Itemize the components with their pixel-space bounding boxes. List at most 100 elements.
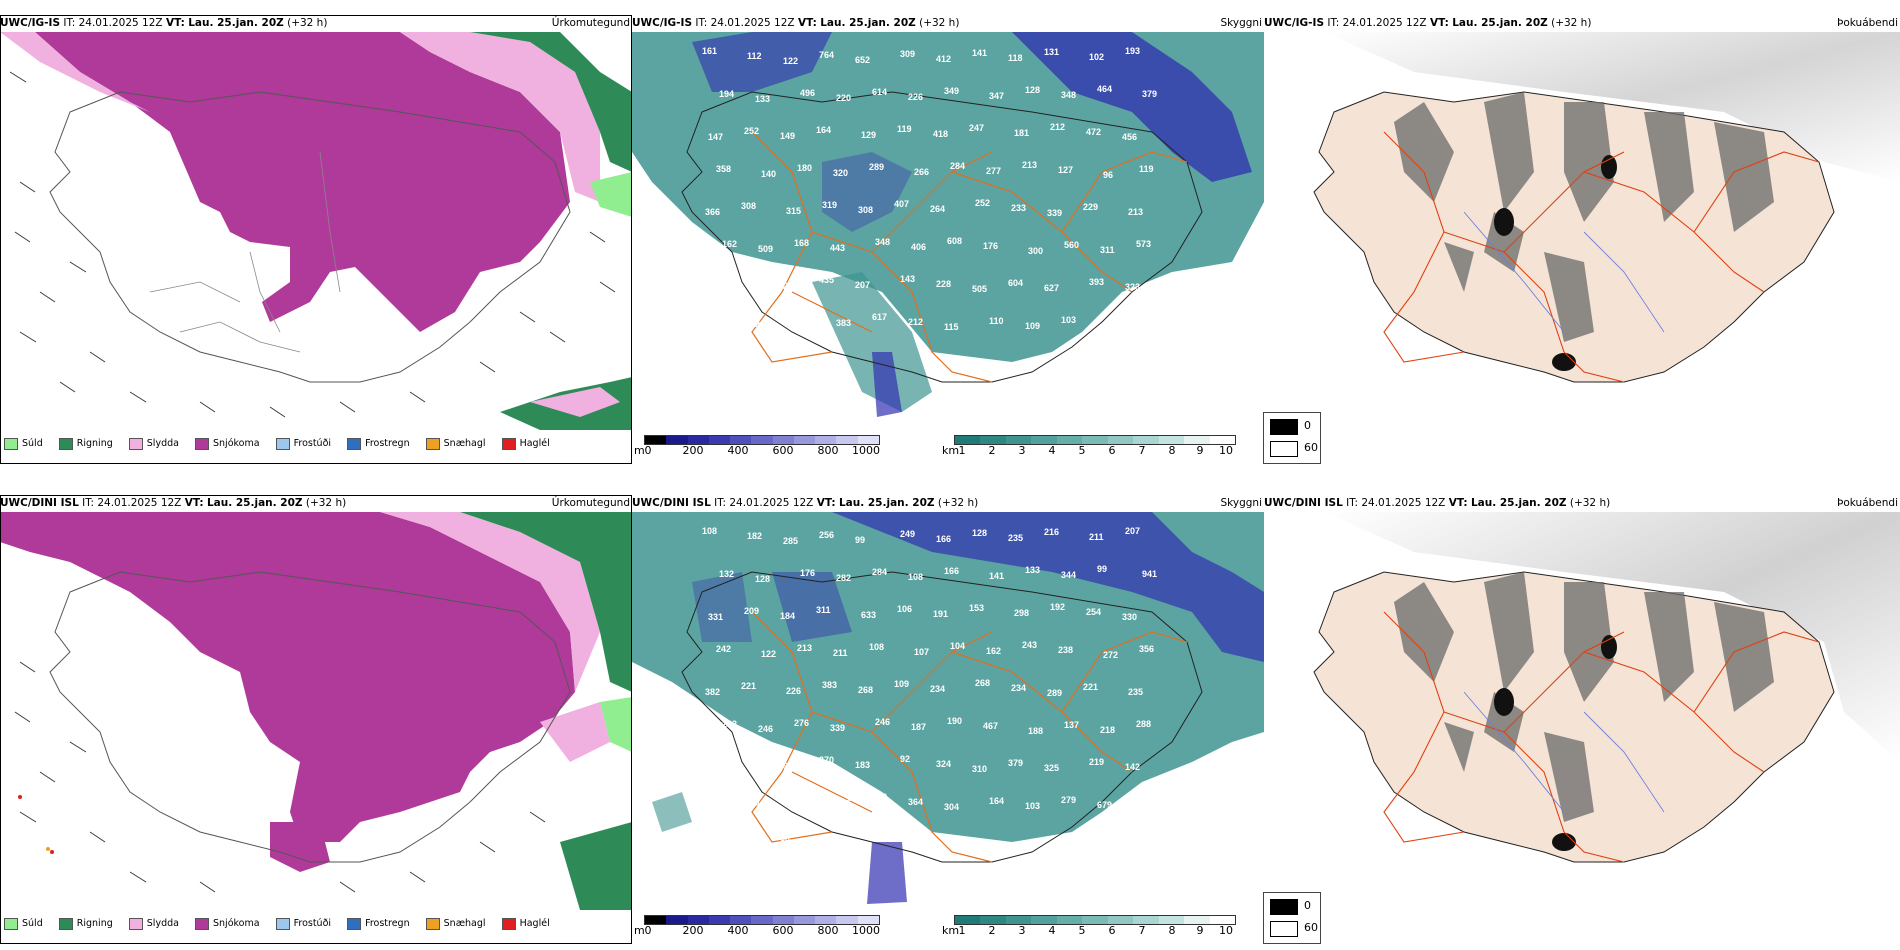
- colorbar-m-tick: 0: [644, 444, 652, 457]
- colorbar-km-segment: [1082, 916, 1108, 924]
- colorbar-km-segment: [1005, 916, 1032, 924]
- visibility-value-label: 412: [936, 54, 951, 64]
- visibility-value-label: 330: [1122, 612, 1137, 622]
- colorbar-km-unit: km: [942, 444, 960, 457]
- visibility-value-label: 176: [983, 241, 998, 251]
- forecast-offset: (+32 h): [937, 497, 979, 509]
- visibility-value-label: 266: [914, 167, 929, 177]
- fog-legend-label: 0: [1304, 419, 1311, 432]
- visibility-map[interactable]: 108 182 285 256 99 249 166 128 235 216 211 207 132 12…: [632, 512, 1264, 910]
- forecast-offset: (+32 h): [919, 17, 960, 29]
- legend-item-snjokoma: Snjókoma: [195, 915, 260, 933]
- visibility-value-label: 614: [872, 87, 887, 97]
- visibility-value-label: 382: [705, 687, 720, 697]
- fog-panel-row2: UWC/DINI ISL IT: 24.01.2025 12Z VT: Lau.…: [1264, 495, 1900, 944]
- colorbar-km-tick: 1: [958, 444, 966, 457]
- colorbar-m-strip: [644, 435, 880, 445]
- legend-label: Frostregn: [365, 918, 410, 929]
- visibility-value-label: 187: [911, 722, 926, 732]
- visibility-map[interactable]: 161 112 122 764 652 309 412 141 118 131 102 193 194 1…: [632, 32, 1264, 430]
- legend-label: Slydda: [146, 438, 179, 449]
- forecast-offset: (+32 h): [1569, 497, 1611, 509]
- panel-type-title: Úrkomutegund: [551, 497, 630, 509]
- visibility-value-label: 364: [908, 797, 923, 807]
- visibility-value-label: 119: [897, 124, 912, 134]
- visibility-value-label: 276: [794, 718, 809, 728]
- legend-swatch: [58, 917, 73, 930]
- visibility-value-label: 627: [1044, 283, 1059, 293]
- visibility-value-label: 284: [872, 567, 887, 577]
- valid-time-label: VT:: [1448, 497, 1468, 509]
- visibility-value-label: 268: [975, 678, 990, 688]
- visibility-value-label: 298: [1014, 608, 1029, 618]
- init-time: IT: 24.01.2025 12Z: [63, 17, 163, 29]
- colorbar-m-tick: 400: [727, 924, 749, 937]
- legend-swatch: [347, 917, 362, 930]
- visibility-value-label: 393: [1089, 277, 1104, 287]
- visibility-value-label: 383: [836, 318, 851, 328]
- colorbar-m-strip: [644, 915, 880, 925]
- precip-map[interactable]: [0, 32, 632, 430]
- visibility-value-label: 238: [1058, 645, 1073, 655]
- fog-map[interactable]: [1264, 32, 1900, 430]
- visibility-value-label: 633: [861, 610, 876, 620]
- model-name: UWC/DINI ISL: [1264, 497, 1343, 509]
- visibility-value-label: 164: [989, 796, 1004, 806]
- colorbar-km-segment: [1056, 436, 1083, 444]
- colorbar-m-tick: 800: [817, 924, 839, 937]
- visibility-value-label: 212: [1050, 122, 1065, 132]
- visibility-value-label: 122: [708, 837, 723, 847]
- colorbar-m-segment: [687, 916, 709, 924]
- fog-legend-label: 60: [1304, 921, 1318, 934]
- visibility-value-label: 211: [833, 648, 848, 658]
- colorbar-km-segment: [1209, 916, 1235, 924]
- visibility-value-label: 190: [947, 716, 962, 726]
- visibility-value-label: 147: [708, 132, 723, 142]
- legend-item-frostregn: Frostregn: [347, 435, 410, 453]
- visibility-value-label: 258: [702, 282, 717, 292]
- visibility-value-label: 128: [755, 574, 770, 584]
- init-time: IT: 24.01.2025 12Z: [695, 17, 795, 29]
- visibility-value-label: 161: [702, 46, 717, 56]
- visibility-value-label: 379: [1008, 758, 1023, 768]
- fog-legend-swatch: [1270, 419, 1298, 435]
- visibility-value-label: 153: [969, 603, 984, 613]
- valid-time-label: VT:: [1429, 17, 1449, 29]
- precip-map[interactable]: [0, 512, 632, 910]
- legend-item-frostregn: Frostregn: [347, 915, 410, 933]
- colorbar-km-tick: 7: [1138, 444, 1146, 457]
- colorbar-m-segment: [751, 436, 773, 444]
- colorbar-m-segment: [708, 916, 731, 924]
- visibility-value-label: 467: [983, 721, 998, 731]
- visibility-value-label: 110: [989, 316, 1004, 326]
- panel-type-title: Þokuábendi: [1837, 497, 1898, 509]
- fog-map[interactable]: [1264, 512, 1900, 910]
- legend-swatch: [425, 437, 440, 450]
- panel-type-title: Skyggni: [1220, 497, 1263, 509]
- panel-type-title: Úrkomutegund: [551, 17, 630, 29]
- visibility-value-label: 243: [1022, 640, 1037, 650]
- fog-legend-swatch: [1270, 921, 1298, 937]
- panel-title: UWC/IG-IS IT: 24.01.2025 12Z VT: Lau. 25…: [632, 15, 1264, 32]
- visibility-value-label: 764: [819, 50, 834, 60]
- fog-map-graphic: [1264, 512, 1900, 910]
- visibility-value-label: 109: [1025, 321, 1040, 331]
- visibility-value-label: 127: [1058, 165, 1073, 175]
- visibility-value-label: 323: [1125, 282, 1140, 292]
- precip-type-legend: Súld Rigning Slydda Snjókoma Frostúði Fr…: [4, 435, 563, 453]
- init-time: IT: 24.01.2025 12Z: [82, 497, 182, 509]
- visibility-value-label: 234: [930, 684, 945, 694]
- colorbar-m-tick: 600: [772, 444, 794, 457]
- visibility-value-label: 184: [780, 611, 795, 621]
- visibility-value-label: 122: [783, 56, 798, 66]
- visibility-value-label: 246: [875, 717, 890, 727]
- visibility-value-label: 348: [875, 237, 890, 247]
- visibility-value-label: 133: [755, 94, 770, 104]
- colorbar-m-segment: [730, 436, 752, 444]
- colorbar-km-segment: [1209, 436, 1235, 444]
- visibility-value-label: 226: [908, 92, 923, 102]
- legend-item-snaehagl: Snæhagl: [425, 915, 486, 933]
- visibility-value-label: 344: [1061, 570, 1076, 580]
- visibility-value-label: 679: [1097, 800, 1112, 810]
- visibility-value-label: 131: [1044, 47, 1059, 57]
